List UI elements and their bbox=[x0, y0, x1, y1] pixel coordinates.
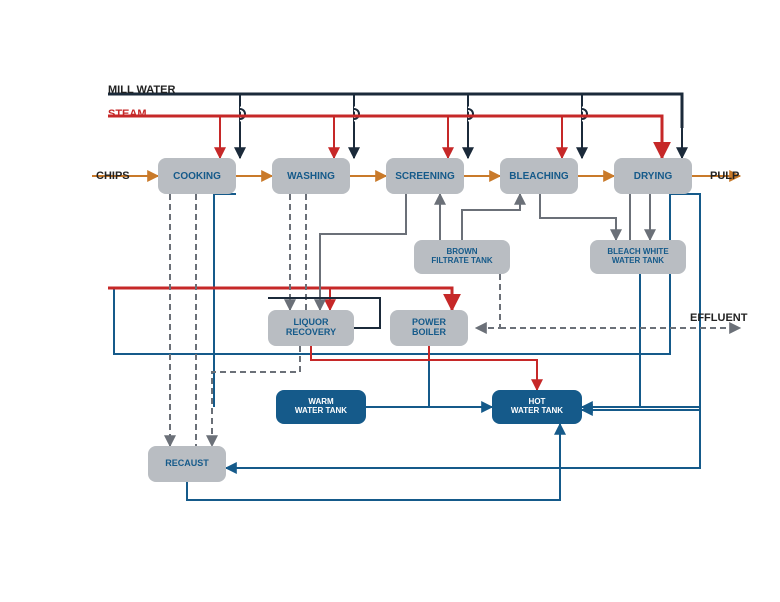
node-bleachwhite: BLEACH WHITE WATER TANK bbox=[590, 240, 686, 274]
node-recaust: RECAUST bbox=[148, 446, 226, 482]
diagram-canvas: MILL WATER STEAM CHIPS PULP EFFLUENT COO… bbox=[0, 0, 780, 602]
label-chips: CHIPS bbox=[96, 170, 130, 182]
node-washing: WASHING bbox=[272, 158, 350, 194]
label-pulp: PULP bbox=[710, 170, 739, 182]
node-brown: BROWN FILTRATE TANK bbox=[414, 240, 510, 274]
node-screening: SCREENING bbox=[386, 158, 464, 194]
node-warm: WARM WATER TANK bbox=[276, 390, 366, 424]
node-hot: HOT WATER TANK bbox=[492, 390, 582, 424]
node-bleaching: BLEACHING bbox=[500, 158, 578, 194]
label-steam: STEAM bbox=[108, 108, 147, 120]
node-drying: DRYING bbox=[614, 158, 692, 194]
node-liquor: LIQUOR RECOVERY bbox=[268, 310, 354, 346]
label-effluent: EFFLUENT bbox=[690, 312, 747, 324]
node-cooking: COOKING bbox=[158, 158, 236, 194]
label-millwater: MILL WATER bbox=[108, 84, 175, 96]
node-power: POWER BOILER bbox=[390, 310, 468, 346]
